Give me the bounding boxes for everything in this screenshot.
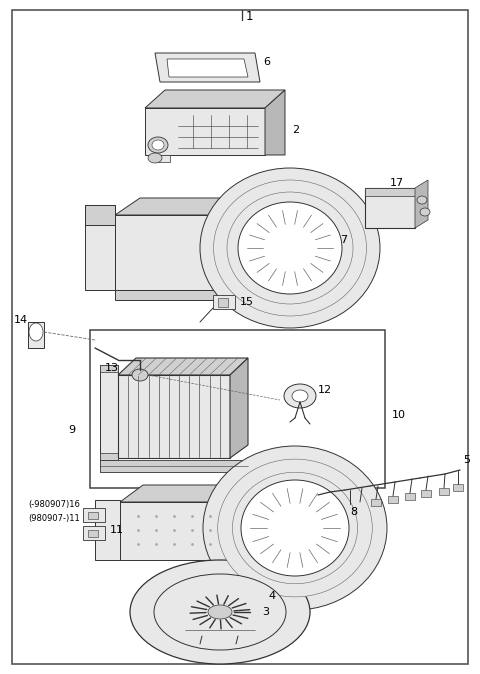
Polygon shape xyxy=(415,180,428,228)
Bar xyxy=(405,493,415,500)
Polygon shape xyxy=(118,375,230,458)
Bar xyxy=(28,322,44,348)
Text: (980907-)11: (980907-)11 xyxy=(28,514,80,522)
Ellipse shape xyxy=(254,216,326,280)
Bar xyxy=(453,484,463,491)
Ellipse shape xyxy=(227,192,353,304)
Bar xyxy=(345,504,355,511)
Polygon shape xyxy=(100,365,118,372)
Ellipse shape xyxy=(152,140,164,150)
Polygon shape xyxy=(167,59,248,77)
Text: 5: 5 xyxy=(463,455,470,465)
Polygon shape xyxy=(95,500,120,560)
Ellipse shape xyxy=(241,480,349,576)
Polygon shape xyxy=(85,205,115,290)
Text: 3: 3 xyxy=(262,607,269,617)
Polygon shape xyxy=(365,188,415,228)
Text: 15: 15 xyxy=(240,297,254,307)
Ellipse shape xyxy=(247,485,343,571)
Polygon shape xyxy=(225,485,248,560)
Text: 10: 10 xyxy=(392,410,406,420)
Bar xyxy=(252,599,259,605)
Polygon shape xyxy=(115,215,235,290)
Text: 6: 6 xyxy=(263,57,270,67)
Text: 14: 14 xyxy=(14,315,28,325)
Polygon shape xyxy=(115,198,260,215)
Ellipse shape xyxy=(306,492,320,502)
Bar xyxy=(88,512,98,519)
Text: 4: 4 xyxy=(268,591,275,601)
Text: 11: 11 xyxy=(110,525,124,535)
Text: 13: 13 xyxy=(105,363,119,373)
Bar xyxy=(213,295,235,309)
Polygon shape xyxy=(145,108,265,155)
Polygon shape xyxy=(145,90,285,108)
Ellipse shape xyxy=(148,137,168,153)
Bar xyxy=(218,298,228,307)
Ellipse shape xyxy=(154,574,286,650)
Polygon shape xyxy=(100,365,118,460)
Text: (-980907)16: (-980907)16 xyxy=(28,501,80,510)
Bar xyxy=(421,490,431,497)
Polygon shape xyxy=(235,198,260,290)
Ellipse shape xyxy=(417,196,427,204)
Polygon shape xyxy=(100,460,248,472)
Text: 1: 1 xyxy=(246,11,253,24)
Bar xyxy=(388,496,398,503)
Ellipse shape xyxy=(284,384,316,408)
Ellipse shape xyxy=(29,323,43,341)
Polygon shape xyxy=(155,53,260,82)
Bar xyxy=(371,499,381,506)
Text: 7: 7 xyxy=(340,235,347,245)
Polygon shape xyxy=(230,358,248,458)
Polygon shape xyxy=(118,358,248,375)
Bar xyxy=(83,508,105,522)
Text: 17: 17 xyxy=(390,178,404,188)
Ellipse shape xyxy=(203,446,387,610)
Ellipse shape xyxy=(130,560,310,664)
Ellipse shape xyxy=(238,202,342,294)
Ellipse shape xyxy=(214,180,367,316)
Ellipse shape xyxy=(200,168,380,328)
Polygon shape xyxy=(265,90,285,155)
Text: 12: 12 xyxy=(318,385,332,395)
Ellipse shape xyxy=(420,208,430,216)
Bar xyxy=(88,530,98,537)
Polygon shape xyxy=(120,502,225,560)
Ellipse shape xyxy=(208,605,232,619)
Polygon shape xyxy=(155,155,170,162)
Ellipse shape xyxy=(260,497,330,559)
Ellipse shape xyxy=(132,369,148,381)
Bar xyxy=(248,596,265,607)
Text: 8: 8 xyxy=(350,507,357,517)
Polygon shape xyxy=(120,485,248,502)
Bar xyxy=(439,488,449,495)
Text: 9: 9 xyxy=(68,425,75,435)
Ellipse shape xyxy=(292,390,308,402)
Polygon shape xyxy=(365,188,415,196)
Ellipse shape xyxy=(240,204,339,292)
Text: 2: 2 xyxy=(292,125,299,135)
Ellipse shape xyxy=(148,153,162,163)
Bar xyxy=(83,526,105,540)
Polygon shape xyxy=(85,205,115,225)
Bar xyxy=(355,502,365,509)
Polygon shape xyxy=(115,290,235,300)
Ellipse shape xyxy=(232,472,358,584)
Polygon shape xyxy=(185,624,255,636)
Bar xyxy=(90,330,385,488)
Polygon shape xyxy=(100,453,118,460)
Ellipse shape xyxy=(218,459,372,597)
